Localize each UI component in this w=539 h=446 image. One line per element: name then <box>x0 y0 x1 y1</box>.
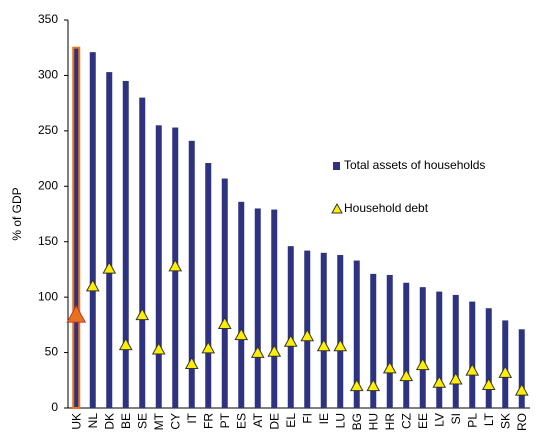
marker <box>514 383 529 396</box>
x-tick-label: CZ <box>399 413 413 429</box>
x-tick-label: LT <box>482 412 496 426</box>
marker <box>184 356 199 369</box>
bar <box>106 72 113 409</box>
bar <box>485 308 492 408</box>
marker <box>118 337 133 351</box>
x-tick-label: SE <box>135 413 149 429</box>
bar <box>452 294 459 408</box>
x-tick-label: FR <box>201 413 215 429</box>
marker <box>498 365 513 378</box>
legend-swatch <box>331 202 343 214</box>
x-tick-label: SK <box>498 413 512 429</box>
marker <box>283 334 298 347</box>
bar <box>287 246 294 408</box>
x-tick-label: BG <box>350 413 364 430</box>
marker <box>300 328 315 342</box>
marker <box>151 342 166 355</box>
bar <box>271 209 278 408</box>
marker <box>415 357 430 371</box>
bar <box>238 201 245 408</box>
marker <box>234 327 249 341</box>
x-tick-label: UK <box>69 413 83 430</box>
x-tick-label: LU <box>333 413 347 428</box>
bar <box>419 287 426 408</box>
marker <box>168 259 183 272</box>
y-tick-label: 250 <box>38 123 58 137</box>
marker <box>481 377 496 391</box>
bar <box>188 140 195 408</box>
marker <box>102 261 117 274</box>
y-tick-label: 300 <box>38 68 58 82</box>
bar <box>353 260 360 408</box>
x-tick-label: EL <box>284 413 298 428</box>
x-tick-label: IE <box>317 413 331 424</box>
marker <box>250 345 265 358</box>
bar <box>337 255 344 408</box>
y-tick-label: 200 <box>38 178 58 192</box>
x-tick-label: RO <box>515 413 529 431</box>
bar <box>205 163 212 408</box>
legend-label: Household debt <box>344 201 429 215</box>
marker <box>85 279 100 292</box>
x-tick-label: PL <box>465 413 479 428</box>
x-tick-label: IT <box>185 412 199 423</box>
y-tick-label: 0 <box>51 400 58 414</box>
x-tick-label: FI <box>300 413 314 424</box>
x-tick-label: EE <box>416 413 430 429</box>
marker <box>201 341 216 354</box>
bar <box>436 291 443 408</box>
marker <box>267 344 282 357</box>
marker <box>366 378 381 392</box>
x-tick-label: PT <box>218 412 232 428</box>
marker <box>382 361 397 374</box>
marker <box>217 316 232 330</box>
marker <box>66 304 87 323</box>
bar <box>469 301 476 408</box>
x-tick-label: BE <box>119 413 133 429</box>
marker <box>316 338 331 352</box>
x-tick-label: SI <box>449 413 463 424</box>
x-tick-label: CY <box>168 413 182 430</box>
bar <box>370 273 377 408</box>
legend-swatch <box>333 162 340 170</box>
x-tick-label: HU <box>366 413 380 430</box>
x-tick-label: LV <box>432 413 446 427</box>
x-tick-label: AT <box>251 412 265 427</box>
y-tick-label: 100 <box>38 289 58 303</box>
marker <box>333 338 348 352</box>
bar <box>122 80 129 408</box>
marker <box>349 378 364 392</box>
legend-label: Total assets of households <box>344 158 485 172</box>
marker <box>448 372 463 385</box>
bar <box>72 46 81 409</box>
x-tick-label: MT <box>152 412 166 430</box>
marker <box>399 368 414 382</box>
x-tick-label: NL <box>86 413 100 429</box>
bar <box>502 320 509 408</box>
x-tick-label: ES <box>234 413 248 429</box>
bar <box>254 208 261 408</box>
bar <box>386 274 393 408</box>
bar <box>155 125 162 409</box>
y-tick-label: 350 <box>38 12 58 26</box>
bar <box>518 329 525 408</box>
y-tick-label: 50 <box>45 345 59 359</box>
marker <box>465 363 480 376</box>
x-tick-label: DE <box>267 413 281 430</box>
bar <box>89 52 96 409</box>
marker <box>135 307 150 321</box>
x-tick-label: DK <box>102 413 116 430</box>
bar <box>221 178 228 408</box>
bar <box>403 282 410 408</box>
y-axis-title: % of GDP <box>10 187 24 240</box>
marker <box>432 375 447 388</box>
y-tick-label: 150 <box>38 234 58 248</box>
x-tick-label: HR <box>383 413 397 431</box>
bar <box>139 97 146 408</box>
bar <box>320 252 327 408</box>
